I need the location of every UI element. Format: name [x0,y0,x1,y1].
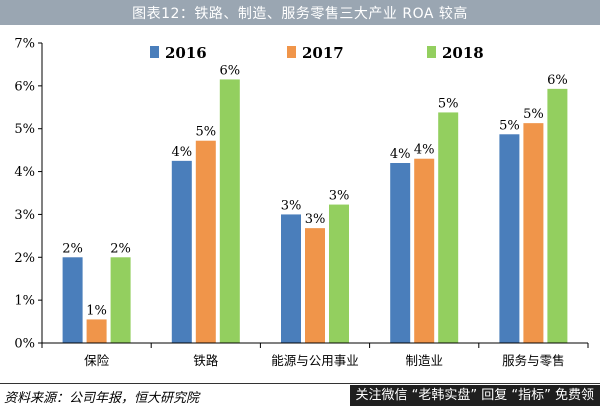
y-tick-label: 4% [14,165,35,180]
data-label: 4% [390,147,411,162]
bar-2018 [110,257,131,343]
data-label: 5% [523,107,544,122]
bar-2016 [281,214,301,343]
x-tick-label: 服务与零售 [502,353,565,368]
y-tick-label: 0% [14,337,35,352]
source-note: 资料来源：公司年报，恒大研究院 [4,391,200,406]
legend-label: 2018 [442,44,484,62]
data-label: 4% [414,143,435,158]
legend-swatch [150,46,159,58]
bar-2018 [438,112,459,343]
y-tick-label: 2% [14,251,35,266]
bar-2017 [523,123,544,344]
data-label: 5% [438,96,459,111]
x-tick-label: 保险 [84,353,110,368]
data-label: 3% [281,198,302,213]
y-axis: 0% 1% 2% 3% 4% 5% 6% 7% [14,37,43,352]
y-tick-label: 1% [14,294,35,309]
legend: 2016 2017 2018 [150,44,484,62]
bar-2018 [219,79,240,343]
bar-2016 [499,134,520,343]
chart-title: 图表12：铁路、制造、服务零售三大产业 ROA 较高 [0,0,600,25]
bar-chart: 2016 2017 2018 0%1%2%3%4%5%6%7% 2%4%3%4%5%… [14,37,589,368]
bar-2017 [195,140,216,343]
bar-2018 [329,204,349,343]
y-tick-label: 3% [14,208,35,223]
data-label: 5% [195,125,216,140]
bar-2017 [305,228,325,343]
legend-label: 2017 [302,44,344,62]
legend-item-2016: 2016 [150,44,207,62]
data-label: 2% [62,241,83,256]
y-tick-label: 7% [14,37,35,52]
x-axis: 保险 铁路 能源与公用事业 制造业 服务与零售 [41,342,589,368]
bar-2017 [86,319,107,343]
data-label: 3% [305,212,326,227]
bars: 2%4%3%4%5%1%5%3%4%5%2%6%3%5%6% [62,63,568,344]
data-label: 6% [547,73,568,88]
footer: 资料来源：公司年报，恒大研究院 关注微信 “老韩实盘” 回复 “指标” 免费领 [0,383,600,407]
data-label: 2% [110,241,131,256]
bar-2016 [171,160,192,343]
bar-2018 [547,88,568,343]
legend-item-2017: 2017 [287,44,344,62]
y-tick-label: 6% [14,79,35,94]
legend-label: 2016 [165,44,207,62]
data-label: 6% [219,63,240,78]
legend-item-2018: 2018 [427,44,484,62]
bar-2016 [62,257,83,343]
promo-banner: 关注微信 “老韩实盘” 回复 “指标” 免费领 [349,385,600,406]
data-label: 4% [171,145,192,160]
x-tick-label: 能源与公用事业 [271,353,359,368]
data-label: 5% [499,118,520,133]
bar-2016 [390,163,411,343]
y-tick-label: 5% [14,122,35,137]
bar-2017 [414,158,435,343]
legend-swatch [427,46,436,58]
data-label: 1% [86,303,107,318]
data-label: 3% [329,189,350,204]
x-tick-label: 铁路 [193,353,219,368]
legend-swatch [287,46,296,58]
x-tick-label: 制造业 [405,353,443,368]
